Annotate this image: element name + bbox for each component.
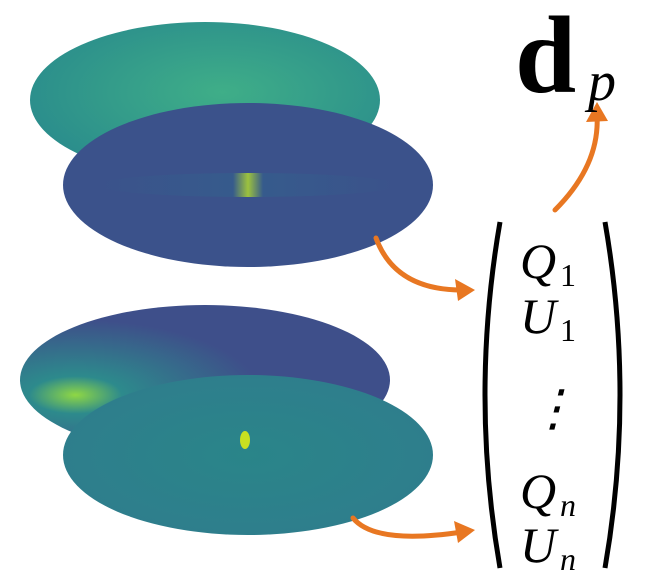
arrow — [376, 238, 462, 290]
entry-subscript: n — [560, 487, 576, 523]
bright-spot — [240, 431, 250, 449]
diagram: d p Q1U1⋮QnUn — [0, 0, 649, 575]
entry-symbol: Q — [520, 233, 556, 289]
sky-map — [63, 375, 433, 535]
entry-symbol: ⋮ — [528, 380, 578, 436]
output-symbol: d — [515, 0, 576, 116]
entry-subscript: n — [560, 541, 576, 575]
entry-symbol: Q — [520, 463, 556, 519]
entry-subscript: 1 — [560, 312, 576, 348]
output-subscript: p — [584, 51, 616, 113]
map-stack-top — [30, 22, 433, 267]
entry-symbol: U — [520, 517, 559, 573]
arrowhead — [454, 521, 475, 543]
arrow — [555, 115, 597, 210]
entry-symbol: U — [520, 288, 559, 344]
galactic-plane — [98, 173, 398, 197]
left-paren — [485, 222, 500, 568]
right-paren — [605, 222, 620, 568]
map-stack-bottom — [20, 305, 433, 535]
entry-subscript: 1 — [560, 257, 576, 293]
arrow — [353, 518, 462, 536]
arrowhead — [455, 279, 475, 301]
